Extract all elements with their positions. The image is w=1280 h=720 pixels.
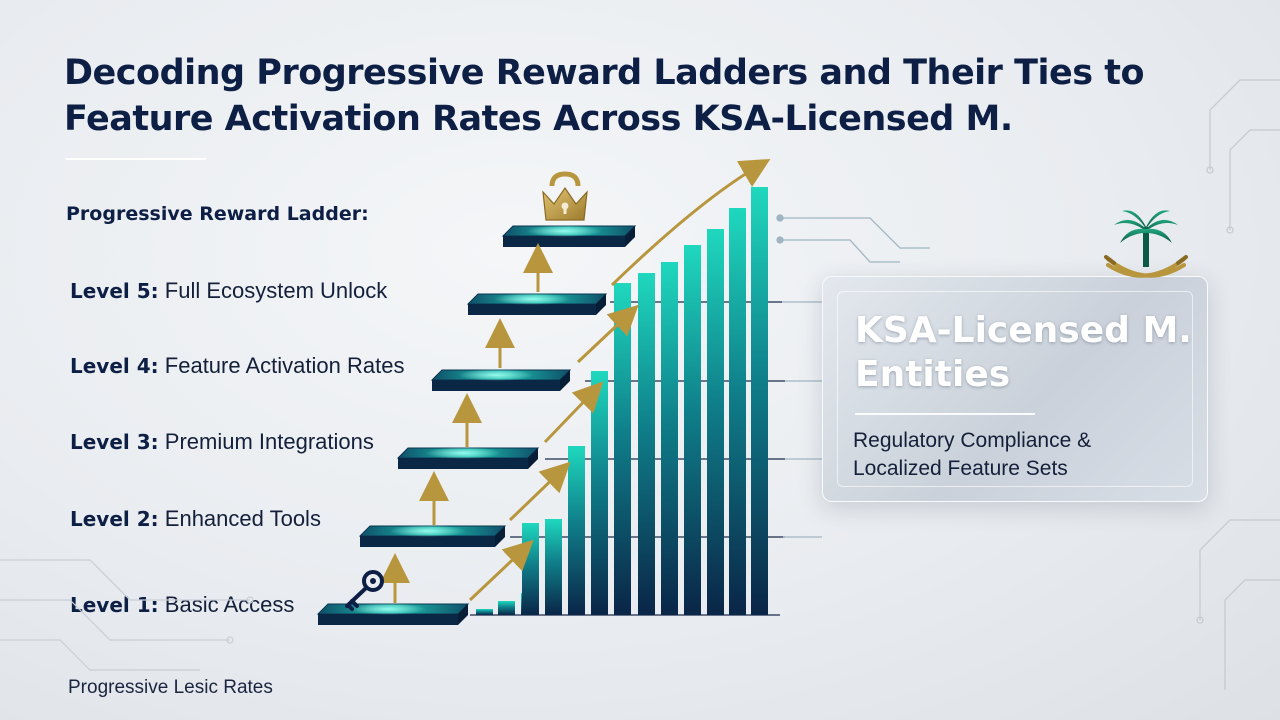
page-title: Decoding Progressive Reward Ladders and …	[64, 53, 1145, 139]
ladder-step-1	[316, 603, 470, 625]
ladder-step-2	[358, 525, 507, 547]
growth-bar	[661, 262, 678, 615]
panel-subtitle: Regulatory Compliance & Localized Featur…	[853, 429, 1092, 480]
level-1-number: Level 1:	[70, 593, 159, 617]
circuit-decoration-left	[0, 559, 254, 671]
growth-bar	[568, 446, 585, 615]
growth-bar	[638, 273, 655, 615]
trend-arrow-1	[468, 539, 534, 602]
trend-arrow-4	[576, 304, 639, 364]
level-2-label: Level 2: Enhanced Tools	[70, 506, 321, 532]
growth-bar	[729, 208, 746, 615]
ladder-step-5	[466, 293, 608, 315]
panel-connectors	[776, 214, 930, 538]
trend-arrow-5	[610, 158, 771, 287]
step-up-arrows	[380, 243, 553, 603]
ladder-step-6	[501, 225, 637, 247]
level-1-label: Level 1: Basic Access	[70, 592, 294, 618]
growth-bar	[751, 187, 768, 615]
level-4-number: Level 4:	[70, 354, 159, 378]
trend-arrow-3	[543, 381, 604, 444]
growth-bars	[476, 187, 768, 615]
panel-divider	[855, 413, 1035, 415]
footer-caption: Progressive Lesic Rates	[68, 677, 273, 698]
palm-swords-emblem-icon	[1104, 210, 1188, 278]
growth-bar	[498, 601, 515, 615]
level-2-number: Level 2:	[70, 507, 159, 531]
circuit-decoration-right	[1196, 79, 1280, 690]
level-3-name: Premium Integrations	[164, 429, 374, 454]
level-1-name: Basic Access	[164, 592, 295, 617]
level-2-name: Enhanced Tools	[164, 506, 321, 531]
level-4-name: Feature Activation Rates	[164, 353, 405, 378]
key-icon	[345, 570, 384, 611]
ladder-step-4	[430, 369, 572, 391]
growth-bar	[545, 519, 562, 615]
panel-title: KSA-Licensed M. Entities	[855, 310, 1192, 395]
ladder-heading: Progressive Reward Ladder:	[66, 203, 369, 225]
trend-arrow-2	[508, 461, 571, 522]
ladder-step-3	[396, 447, 540, 469]
ksa-entities-panel: KSA-Licensed M. Entities Regulatory Comp…	[822, 276, 1208, 502]
level-5-number: Level 5:	[70, 279, 159, 303]
growth-bar	[476, 609, 493, 615]
title-divider	[66, 158, 206, 160]
growth-bar	[707, 229, 724, 615]
trend-arrows	[468, 158, 771, 602]
lock-crown-icon	[542, 171, 588, 221]
level-5-name: Full Ecosystem Unlock	[164, 278, 388, 303]
growth-bar	[591, 371, 608, 615]
growth-bar	[684, 245, 701, 615]
growth-bar	[522, 523, 539, 615]
growth-bar	[614, 283, 631, 615]
level-4-label: Level 4: Feature Activation Rates	[70, 353, 404, 379]
ladder-steps	[316, 225, 637, 625]
panel-inner-frame	[837, 291, 1193, 487]
level-5-label: Level 5: Full Ecosystem Unlock	[70, 278, 387, 304]
level-3-label: Level 3: Premium Integrations	[70, 429, 374, 455]
level-3-number: Level 3:	[70, 430, 159, 454]
